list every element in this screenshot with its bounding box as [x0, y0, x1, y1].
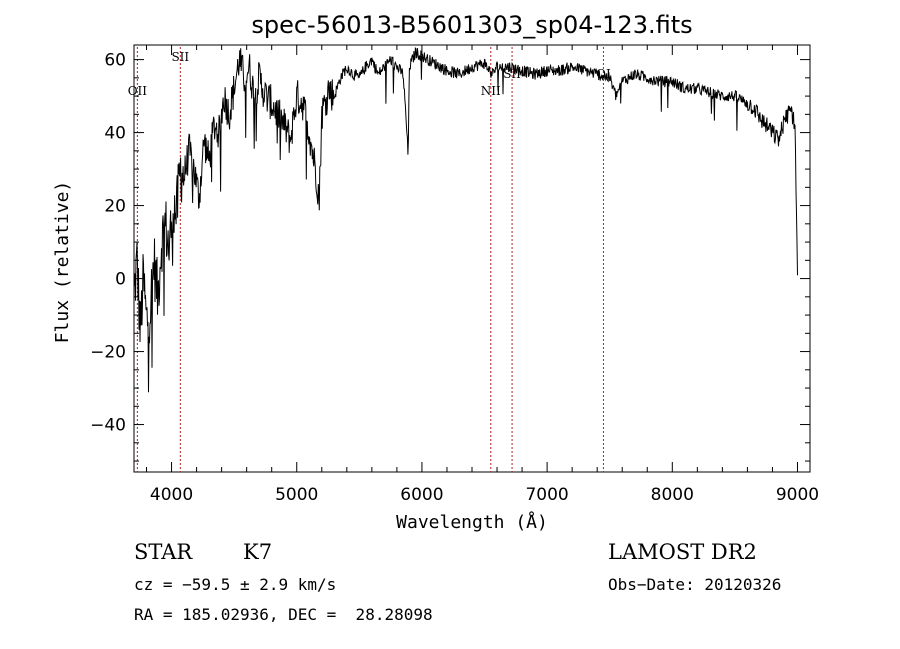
survey-name: LAMOST DR2 [608, 540, 757, 564]
spectrum-line [133, 47, 798, 393]
coordinates: RA = 185.02936, DEC = 28.28098 [134, 605, 433, 624]
y-tick-label: 0 [115, 270, 126, 290]
y-tick-label: 60 [104, 51, 126, 71]
x-tick-label: 8000 [651, 485, 694, 505]
x-tick-label: 9000 [776, 485, 819, 505]
emission-line-label: NII [481, 84, 501, 98]
y-tick-label: −40 [90, 416, 126, 436]
plot-frame [133, 44, 811, 473]
y-tick-label: 20 [104, 197, 126, 217]
x-axis-label: Wavelength (Å) [396, 511, 548, 533]
emission-line-label: OII [128, 84, 148, 98]
y-tick-label: −20 [90, 343, 126, 363]
obs-date: Obs−Date: 20120326 [608, 575, 782, 594]
x-tick-label: 4000 [150, 485, 193, 505]
object-class: STAR [134, 540, 193, 564]
object-subclass: K7 [243, 540, 273, 564]
x-tick-label: 6000 [400, 485, 443, 505]
emission-line-label: SII [171, 50, 189, 64]
chart-title: spec-56013-B5601303_sp04-123.fits [251, 11, 692, 39]
y-axis-label: Flux (relative) [52, 181, 73, 344]
axis-ticks: 4000 5000 6000 7000 8000 9000 −40 −20 0 20 40 60 [90, 45, 819, 505]
redshift-cz: cz = −59.5 ± 2.9 km/s [134, 575, 337, 594]
y-tick-label: 40 [104, 124, 126, 144]
x-tick-label: 5000 [275, 485, 318, 505]
x-tick-label: 7000 [525, 485, 568, 505]
